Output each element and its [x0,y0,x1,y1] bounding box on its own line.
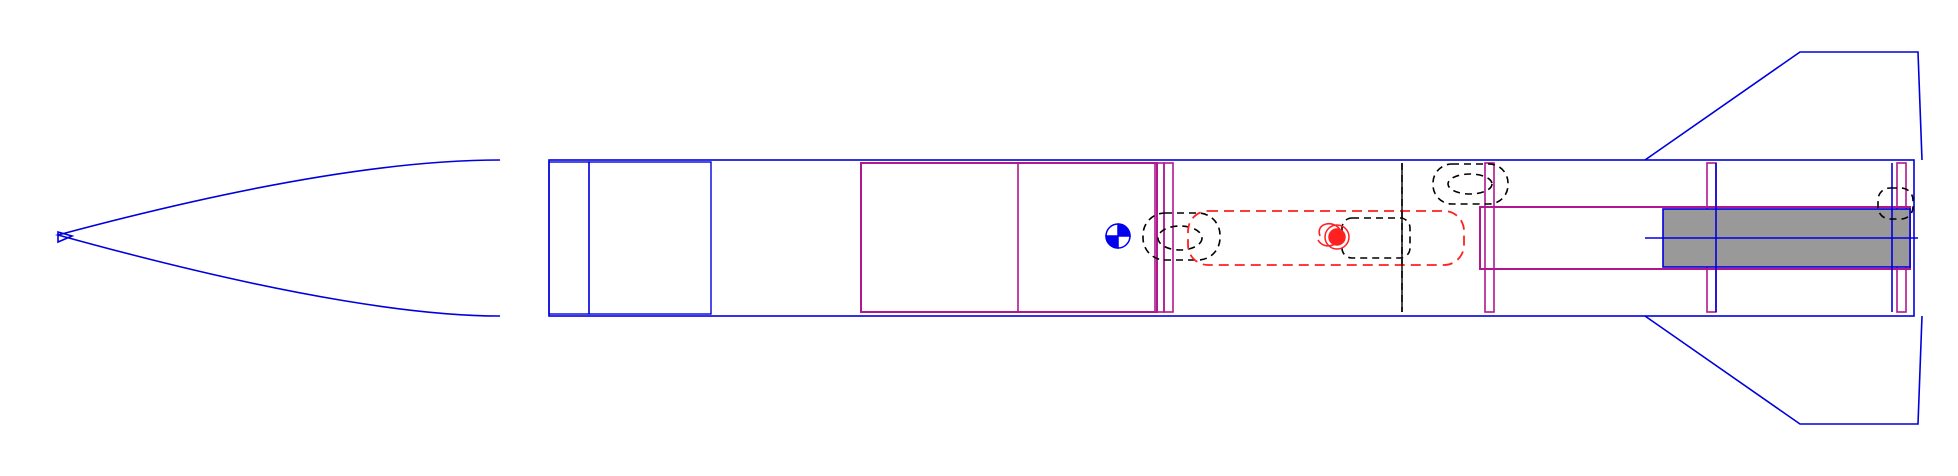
fin-set[interactable] [1644,51,1923,425]
cg-marker-icon [1105,223,1131,249]
cp-marker-icon [1324,224,1350,250]
parachute[interactable] [1187,210,1465,266]
shoulder-coupler[interactable] [548,161,712,315]
motor-mount-lines [1645,163,1918,312]
payload-bay[interactable] [860,162,1158,313]
nose-cone[interactable] [54,159,501,317]
